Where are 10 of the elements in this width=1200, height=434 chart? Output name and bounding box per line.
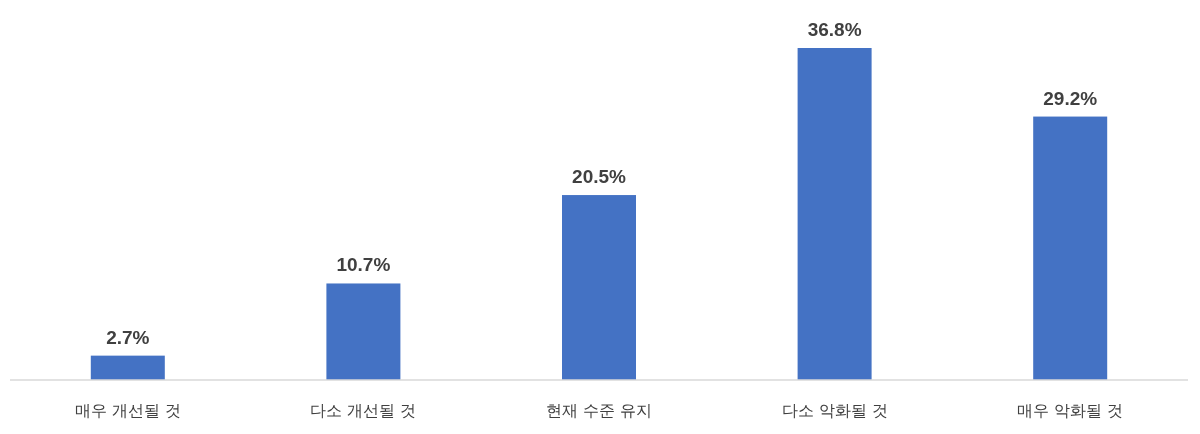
x-tick-label: 매우 개선될 것 [74,401,181,420]
x-tick-label: 다소 개선될 것 [310,401,417,420]
data-label: 29.2% [1043,87,1098,109]
x-tick-label: 현재 수준 유지 [545,401,653,420]
data-label: 10.7% [336,254,391,276]
data-label: 36.8% [807,19,862,40]
data-label: 2.7% [106,326,150,348]
x-tick-label: 매우 악화될 것 [1017,401,1124,420]
x-tick-label: 다소 악화될 것 [781,401,888,420]
data-label: 20.5% [572,166,627,188]
